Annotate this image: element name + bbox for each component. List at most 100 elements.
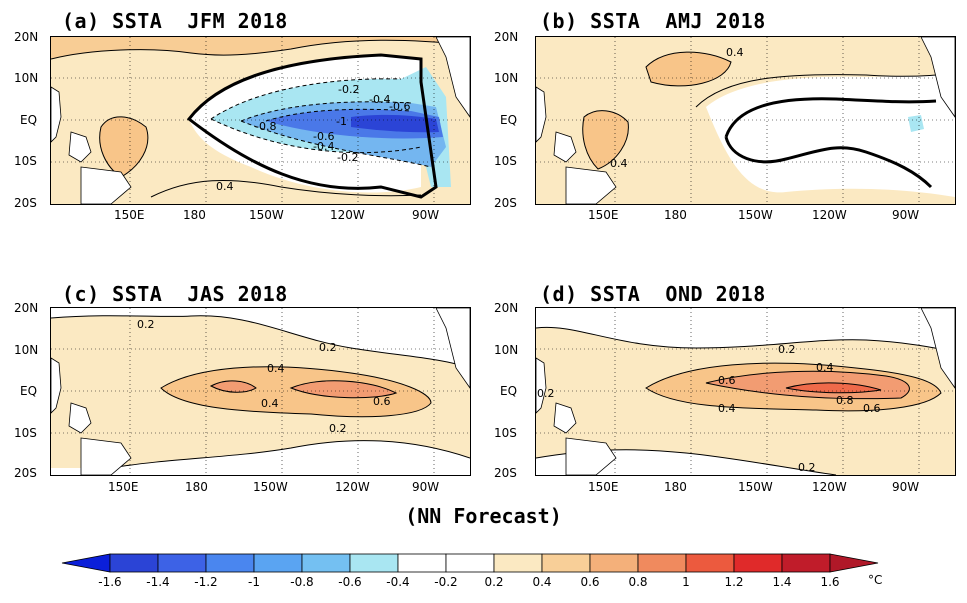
colorbar-tick-label: 1.6	[820, 575, 839, 589]
warm-patch-west	[582, 110, 629, 169]
lon-tick: 180	[664, 208, 687, 222]
lon-tick: 180	[183, 208, 206, 222]
lon-tick: 120W	[812, 208, 847, 222]
land-island	[553, 402, 577, 434]
contour-label: -0.2	[338, 83, 359, 96]
colorbar-swatch	[253, 553, 303, 573]
pos-contour	[785, 382, 882, 394]
lon-tick: 180	[664, 480, 687, 494]
lat-tick: 20N	[14, 30, 39, 44]
land-asia	[536, 86, 547, 143]
lon-tick: 120W	[812, 480, 847, 494]
colorbar-swatch	[109, 553, 159, 573]
lat-tick: 20S	[14, 466, 37, 480]
land-america	[920, 37, 955, 118]
colorbar-swatch	[493, 553, 543, 573]
colorbar: -1.6 -1.4 -1.2 -1 -0.8 -0.6 -0.4 -0.2 0.2 0.4 0.6 0…	[61, 553, 882, 589]
lat-tick: EQ	[20, 384, 38, 398]
land-america	[435, 308, 470, 389]
lon-tick: 150W	[738, 480, 773, 494]
lon-tick: 150W	[249, 208, 284, 222]
warm-zone-deep	[786, 382, 881, 393]
lat-tick: 10S	[494, 154, 517, 168]
colorbar-tick-label: -1.4	[146, 575, 169, 589]
warm-north-band	[51, 37, 470, 59]
colorbar-tick-label: -0.6	[338, 575, 361, 589]
panel-c-title: (c) SSTA JAS 2018	[62, 282, 288, 306]
pos-contour	[150, 179, 422, 198]
pos-contour	[209, 380, 257, 393]
cool-patch	[908, 115, 924, 132]
colorbar-tick-label: 1.4	[772, 575, 791, 589]
contour-label: 0.6	[373, 395, 391, 408]
colorbar-tick-label: 0.8	[628, 575, 647, 589]
colorbar-swatch	[685, 553, 735, 573]
lat-tick: 10N	[494, 343, 519, 357]
contour-label: 0.2	[329, 422, 347, 435]
lon-tick: 120W	[335, 480, 370, 494]
colorbar-swatches	[61, 553, 879, 573]
pos-contour	[110, 440, 470, 469]
contour-label: 0.2	[798, 461, 816, 474]
colorbar-swatch	[733, 553, 783, 573]
pos-contour	[99, 116, 149, 178]
neg-contour	[240, 101, 412, 122]
land-island	[553, 131, 577, 163]
zero-contour	[724, 97, 937, 138]
contour-label: -0.6	[389, 100, 410, 113]
contour-label: 0.4	[267, 362, 285, 375]
panel-c-map: 0.2 0.2 0.4 0.4 0.6 0.2	[50, 307, 471, 476]
contour-label: 0.4	[816, 361, 834, 374]
lon-tick: 150E	[588, 208, 619, 222]
lon-tick: 90W	[412, 208, 440, 222]
pos-contour	[645, 362, 942, 412]
pos-contour	[51, 39, 470, 60]
contour-label: 0.2	[778, 343, 796, 356]
colorbar-swatch	[205, 553, 255, 573]
pos-contour	[705, 370, 910, 400]
colorbar-swatch	[301, 553, 351, 573]
land-asia	[51, 357, 62, 414]
pos-contour	[645, 51, 732, 87]
colorbar-tick-label: -1.6	[98, 575, 121, 589]
colorbar-swatch	[541, 553, 591, 573]
contour-label: 0.6	[718, 374, 736, 387]
contour-label: 0.2	[319, 341, 337, 354]
colorbar-swatch	[61, 553, 111, 573]
contour-label: -0.8	[255, 120, 276, 133]
panel-a-title: (a) SSTA JFM 2018	[62, 9, 288, 33]
contour-label: 0.4	[216, 180, 234, 193]
colorbar-swatch	[781, 553, 831, 573]
colorbar-tick-label: 1.2	[724, 575, 743, 589]
warm-zone-strong	[291, 380, 396, 398]
contour-label: -0.4	[313, 140, 334, 153]
lat-tick: 20N	[14, 301, 39, 315]
land-asia	[51, 86, 62, 143]
land-america	[920, 308, 955, 389]
panel-d-map: 0.2 0.4 0.6 0.2 0.4 0.8 0.6 0.2	[535, 307, 956, 476]
lat-tick: 20S	[494, 466, 517, 480]
colorbar-tick-label: -1.2	[194, 575, 217, 589]
lon-tick: 150E	[114, 208, 145, 222]
lat-tick: 20S	[14, 196, 37, 210]
lon-tick: 90W	[412, 480, 440, 494]
colorbar-swatch	[589, 553, 639, 573]
contour-label: -1	[336, 115, 347, 128]
land-asia	[536, 357, 547, 414]
colorbar-swatch	[349, 553, 399, 573]
colorbar-tick-label: 1	[682, 575, 690, 589]
neg-contour	[265, 108, 412, 122]
lon-tick: 90W	[892, 208, 920, 222]
panel-b-title: (b) SSTA AMJ 2018	[540, 9, 766, 33]
colorbar-swatch	[829, 553, 879, 573]
zero-contour	[724, 136, 933, 189]
colorbar-tick-label: -0.4	[386, 575, 409, 589]
colorbar-swatch	[397, 553, 447, 573]
colorbar-swatch	[445, 553, 495, 573]
neg-contour	[210, 118, 422, 154]
lat-tick: 10S	[14, 154, 37, 168]
lat-tick: 20N	[494, 30, 519, 44]
colorbar-tick-label: 0.2	[484, 575, 503, 589]
colorbar-unit: °C	[868, 573, 882, 587]
land-australia	[80, 166, 132, 204]
